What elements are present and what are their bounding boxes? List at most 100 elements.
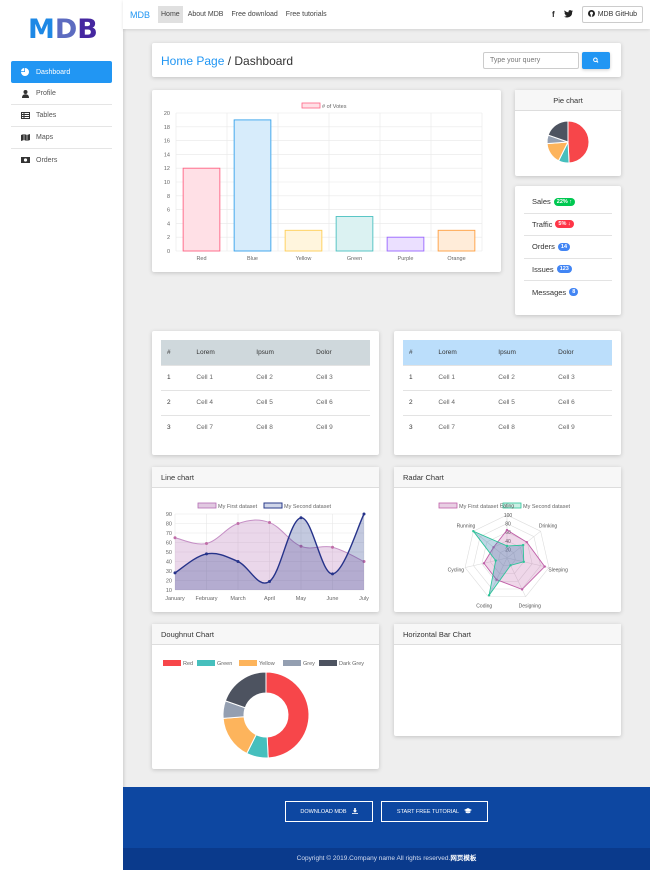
facebook-icon[interactable]: f [552,10,555,19]
y-tick-label: 8 [167,194,170,200]
line-chart-title-text: Line chart [161,472,194,482]
radar-spoke [488,557,508,597]
github-label: MDB GitHub [597,11,637,18]
table-cell: 2 [403,389,433,415]
x-tick-label: Purple [398,256,414,262]
download-mdb-label: DOWNLOAD MDB [300,808,347,815]
sidebar-item-maps[interactable]: Maps [11,127,112,149]
table-cell: Cell 6 [552,389,612,415]
download-mdb-button[interactable]: DOWNLOAD MDB [285,801,373,822]
github-button[interactable]: MDB GitHub [581,6,643,23]
start-tutorial-label: START FREE TUTORIAL [396,808,460,815]
table-row: 2 Cell 4 Cell 5 Cell 6 [403,389,612,415]
data-point [173,536,177,540]
radar-tick-label: 100 [504,513,513,519]
x-tick-label: July [359,596,369,602]
table-1: # Lorem Ipsum Dolor 1 Cell 1 Cell 2 Cell 3 2 Cell… [161,340,370,440]
nav-link-home[interactable]: Home [158,6,183,23]
table-row: 1 Cell 1 Cell 2 Cell 3 [161,364,370,390]
x-tick-label: February [195,596,217,602]
legend-swatch [502,502,522,509]
table-header-cell: # [167,348,171,356]
data-point [362,512,366,516]
stat-item: Sales 22% ↑ [524,191,612,214]
legend-swatch [239,660,257,666]
table-icon [20,112,30,120]
doughnut-chart-title-text: Doughnut Chart [161,629,214,639]
x-tick-label: Blue [247,256,258,262]
radar-chart-card: Radar Chart My First dataset My Second da… [394,467,621,612]
sidebar-item-dashboard[interactable]: Dashboard [11,61,112,83]
stat-label: Orders [532,242,555,252]
stat-badge: 123 [556,265,572,274]
table-header-cell: Ipsum [498,348,516,356]
table-header-cell: # [409,348,413,356]
sidebar-item-label: Maps [36,134,54,141]
y-tick-label: 80 [166,522,172,528]
sidebar-item-profile[interactable]: Profile [11,83,112,105]
legend-label: Green [217,661,232,667]
stat-label: Issues [532,264,554,274]
table-header-row: # Lorem Ipsum Dolor [403,340,612,365]
sidebar-item-label: Dashboard [36,68,71,76]
legend-swatch [283,660,301,666]
data-point [520,588,524,591]
search-button[interactable] [582,52,610,69]
copyright-bar: Copyright © 2019.Company name All rights… [123,848,650,870]
table-row: 3 Cell 7 Cell 8 Cell 9 [161,414,370,440]
data-point [505,544,509,548]
x-tick-label: Orange [447,256,465,262]
nav-link-download[interactable]: Free download [231,11,278,18]
copyright-link[interactable]: 网页模板 [450,855,477,862]
data-point [494,559,497,562]
doughnut-chart-title: Doughnut Chart [152,624,379,645]
table-cell: Cell 5 [250,389,311,415]
radar-axis-label: Sleeping [548,568,568,574]
table-header-cell: Lorem [196,348,215,356]
twitter-icon[interactable] [563,9,573,20]
nav-link-about[interactable]: About MDB [187,11,224,18]
bar [284,229,323,252]
horizontal-bar-chart-card: Horizontal Bar Chart [394,624,621,736]
table-row: 2 Cell 4 Cell 5 Cell 6 [161,389,370,415]
data-point [299,544,303,548]
x-tick-label: March [230,596,245,602]
pie-slice [547,120,569,143]
nav-link-tutorials[interactable]: Free tutorials [285,11,327,18]
sidebar-item-label: Orders [36,156,58,164]
table-cell: Cell 1 [432,364,493,390]
start-tutorial-button[interactable]: START FREE TUTORIAL [381,801,488,822]
y-tick-label: 10 [164,180,170,186]
data-point [522,560,525,564]
sidebar-item-orders[interactable]: Orders [11,149,112,171]
doughnut-slice [265,671,310,759]
doughnut-slice [224,671,267,709]
y-tick-label: 16 [164,139,170,145]
x-tick-label: Red [196,256,206,262]
bar [182,167,221,252]
radar-chart-title-text: Radar Chart [403,472,444,482]
logo[interactable]: MDB [28,14,98,45]
y-tick-label: 30 [166,569,172,575]
legend-label: Yellow [259,661,275,667]
bar-chart-card: # of Votes 0 2 4 6 8 10 12 14 16 18 20 Red Blue Yellow… [152,90,501,272]
search-input[interactable]: Type your query [483,52,579,69]
stat-item: Traffic 5% ↓ [524,214,612,236]
table-row: 1 Cell 1 Cell 2 Cell 3 [403,364,612,390]
navbar-brand[interactable]: MDB [130,9,150,20]
radar-chart-title: Radar Chart [394,467,621,488]
table-cell: Cell 2 [250,364,311,390]
legend-label: My Second dataset [523,504,571,510]
data-point [521,543,525,547]
data-point [543,565,546,568]
copyright-text: Copyright © 2019.Company name All rights… [296,855,451,862]
legend-swatch [301,102,321,109]
x-tick-label: Green [347,256,362,262]
legend-label: Dark Grey [339,661,364,667]
logo-letter-b: B [77,14,98,45]
sidebar-item-tables[interactable]: Tables [11,105,112,127]
breadcrumb-home-link[interactable]: Home Page [161,54,225,68]
data-point [236,560,240,563]
table-cell: 3 [161,414,191,440]
stats-card: Sales 22% ↑ Traffic 5% ↓ Orders 14 Issues 123 Me… [515,186,621,315]
